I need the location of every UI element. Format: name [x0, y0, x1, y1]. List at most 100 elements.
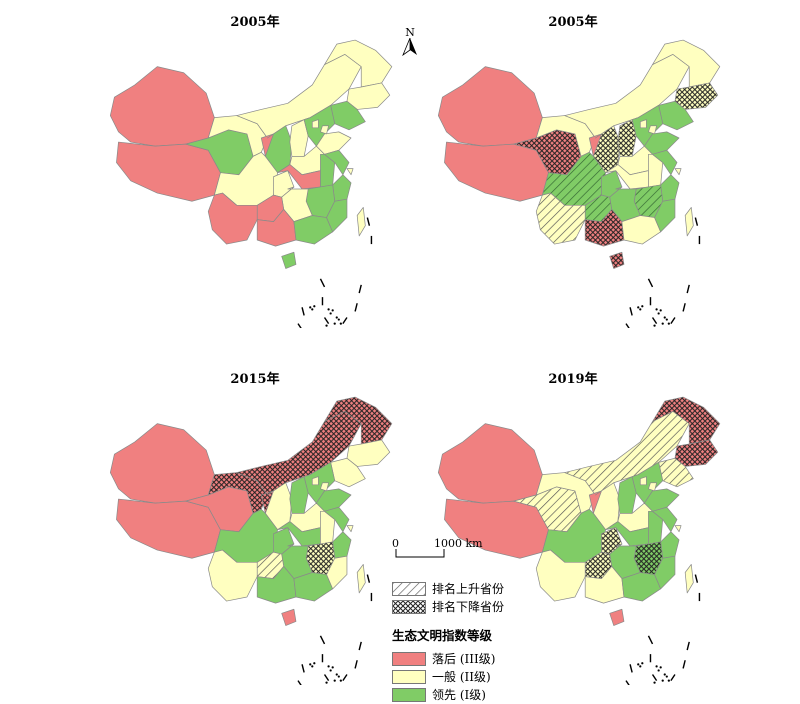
sea-boundary-dash — [629, 307, 633, 316]
province-shanghai — [674, 168, 682, 176]
north-arrow: N — [400, 27, 420, 60]
province-jiangsu — [324, 149, 350, 176]
province-beijing — [639, 476, 647, 486]
province-taiwan — [684, 564, 694, 594]
island-dot — [311, 665, 314, 668]
panel-title: 2005年 — [230, 15, 280, 30]
province-tibet — [116, 498, 221, 559]
island-dot — [667, 679, 670, 682]
province-jilin — [674, 82, 719, 110]
legend-label: 排名上升省份 — [432, 582, 505, 596]
china-map — [109, 39, 393, 328]
island-dot — [331, 309, 334, 312]
island-dot — [325, 324, 328, 327]
sea-boundary-dash — [686, 641, 690, 651]
province-zhejiang — [332, 531, 352, 559]
sea-boundary-dash — [670, 674, 676, 682]
island-dot — [313, 305, 316, 308]
province-yunnan — [535, 192, 586, 245]
province-taiwan — [356, 207, 366, 237]
island-dot — [657, 312, 660, 315]
island-dot — [641, 662, 644, 665]
province-shanghai — [346, 525, 354, 533]
sea-boundary-dash — [323, 317, 330, 325]
sea-boundary-dash — [686, 284, 690, 294]
island-dot — [661, 322, 664, 325]
province-hainan — [609, 251, 625, 269]
province-jilin — [674, 439, 719, 467]
legend-item-leading: 领先 (I级) — [392, 686, 592, 703]
island-dot — [339, 679, 342, 682]
province-jilin — [346, 439, 391, 467]
scale-bar: 0 1000 km — [392, 537, 502, 563]
province-xinjiang — [109, 423, 215, 504]
province-fujian — [326, 555, 348, 590]
province-hainan — [609, 608, 625, 626]
island-dot — [657, 669, 660, 672]
province-yunnan — [535, 549, 586, 602]
sea-boundary-dash — [647, 635, 654, 645]
island-dot — [325, 681, 328, 684]
sea-boundary-dash — [354, 660, 358, 669]
province-taiwan — [356, 564, 366, 594]
sea-boundary-dash — [682, 303, 686, 312]
province-guangdong — [621, 572, 662, 602]
province-zhejiang — [332, 174, 352, 202]
sea-boundary-dash — [323, 674, 330, 682]
province-guangdong — [293, 572, 334, 602]
province-heilongjiang — [324, 396, 393, 445]
province-beijing — [639, 119, 647, 129]
island-dot — [329, 312, 332, 315]
island-dot — [655, 665, 658, 668]
sea-boundary-dash — [694, 217, 699, 226]
province-hainan — [281, 251, 297, 269]
sea-boundary-dash — [297, 323, 302, 328]
island-dot — [335, 316, 338, 319]
legend-item-rank-up: 排名上升省份 — [392, 580, 592, 597]
map-panel-3: 2015年 — [80, 365, 410, 685]
island-dot — [639, 308, 642, 311]
island-dot — [333, 679, 336, 682]
province-yunnan — [207, 549, 258, 602]
island-dot — [337, 675, 340, 678]
province-fujian — [654, 555, 676, 590]
legend-label: 一般 (II级) — [432, 670, 491, 684]
province-fujian — [654, 198, 676, 233]
island-dot — [653, 681, 656, 684]
sea-boundary-dash — [629, 664, 633, 673]
sea-boundary-dash — [319, 635, 326, 645]
sea-boundary-dash — [625, 680, 630, 685]
province-tianjin — [320, 125, 329, 135]
island-dot — [313, 662, 316, 665]
province-hebei — [631, 462, 664, 504]
china-map — [437, 396, 721, 685]
sea-boundary-dash — [670, 317, 676, 325]
province-tibet — [444, 141, 549, 202]
island-dot — [327, 665, 330, 668]
island-dot — [653, 324, 656, 327]
general-swatch-icon — [392, 669, 426, 684]
sea-boundary-dash — [342, 317, 348, 325]
province-tianjin — [320, 482, 329, 492]
province-tianjin — [648, 125, 657, 135]
province-heilongjiang — [652, 396, 721, 445]
province-taiwan — [684, 207, 694, 237]
sea-boundary-dash — [301, 307, 305, 316]
island-dot — [335, 673, 338, 676]
legend-item-lagging: 落后 (III级) — [392, 650, 592, 667]
sea-boundary-dash — [651, 317, 658, 325]
province-jiangsu — [652, 506, 678, 533]
sea-boundary-dash — [366, 574, 371, 583]
island-dot — [659, 309, 662, 312]
island-dot — [637, 663, 640, 666]
sea-boundary-dash — [682, 660, 686, 669]
island-dot — [337, 318, 340, 321]
island-dot — [329, 669, 332, 672]
island-dot — [663, 673, 666, 676]
sea-boundary-dash — [319, 278, 326, 288]
province-jiangsu — [652, 149, 678, 176]
province-hebei — [631, 105, 664, 147]
map-panel-4: 2019年 — [408, 365, 738, 685]
sea-boundary-dash — [625, 323, 630, 328]
sea-boundary-dash — [342, 674, 348, 682]
